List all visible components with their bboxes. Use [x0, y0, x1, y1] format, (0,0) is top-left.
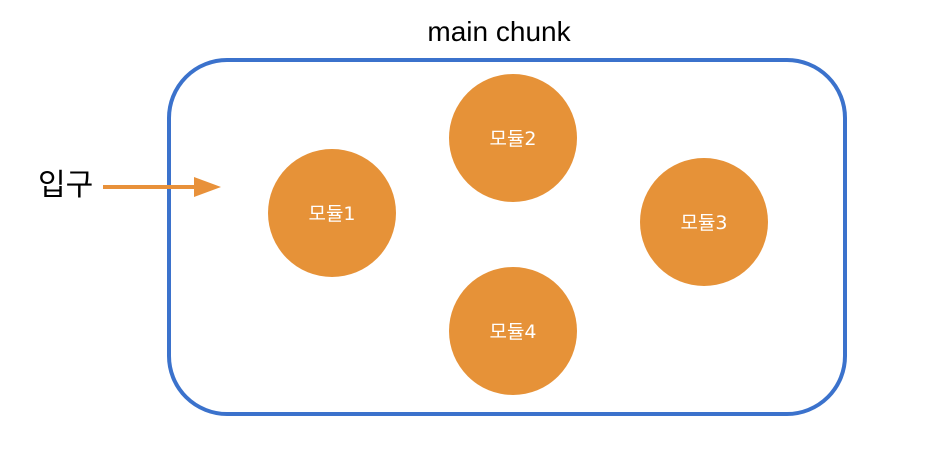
module-1-label: 모듈1 [308, 203, 355, 225]
module-3: 모듈3 [640, 158, 768, 286]
module-2-label: 모듈2 [489, 128, 536, 150]
module-2: 모듈2 [449, 74, 577, 202]
module-1: 모듈1 [268, 149, 396, 277]
chunk-title: main chunk [427, 16, 571, 47]
entry-arrow [103, 177, 221, 197]
module-4-label: 모듈4 [489, 321, 536, 343]
module-3-label: 모듈3 [680, 212, 727, 234]
main-chunk-container [167, 58, 847, 416]
module-4: 모듈4 [449, 267, 577, 395]
entry-label: 입구 [38, 169, 94, 202]
